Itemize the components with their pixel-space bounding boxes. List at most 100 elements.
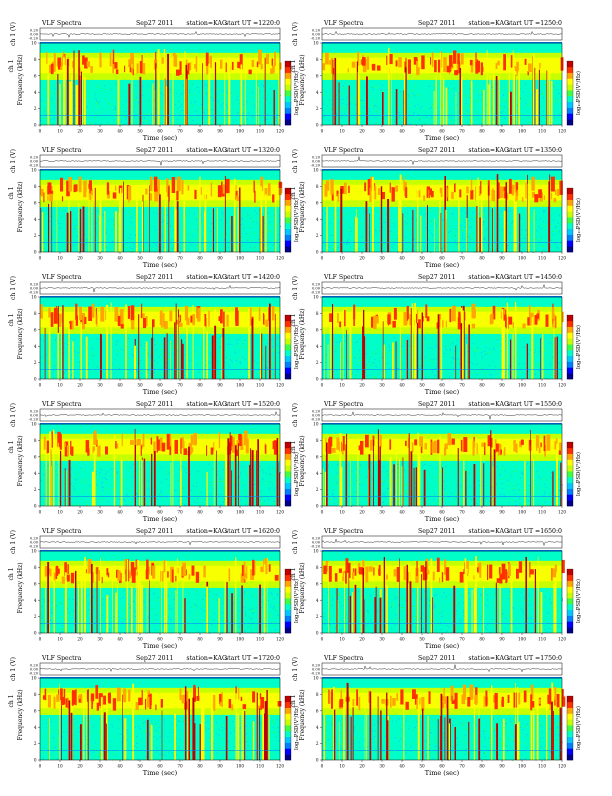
colorbar-segment <box>567 483 573 489</box>
spectrogram-speckle <box>74 339 75 340</box>
spectrogram-speckle <box>241 500 242 501</box>
sferic-streak <box>94 451 96 506</box>
emission-patch <box>497 61 499 65</box>
spectrogram-speckle <box>324 495 325 496</box>
emission-patch <box>326 181 329 191</box>
spectrogram-speckle <box>333 214 334 215</box>
sferic-streak <box>205 185 207 252</box>
emission-patch <box>79 307 82 320</box>
spectrogram-speckle <box>235 365 236 366</box>
spectrogram-speckle <box>483 222 484 223</box>
spectrogram-speckle <box>543 221 544 222</box>
spectrogram-speckle <box>85 479 86 480</box>
spectrogram-speckle <box>67 344 68 345</box>
spectrogram-speckle <box>259 355 260 356</box>
sferic-streak <box>146 342 148 380</box>
x-tick-label: 90 <box>217 383 223 388</box>
x-tick-label: 70 <box>459 256 465 261</box>
spectrogram-speckle <box>478 480 479 481</box>
spectrogram-speckle <box>375 110 376 111</box>
spectrogram-speckle <box>40 364 41 365</box>
y-tick-label: 10 <box>31 41 37 46</box>
spectrogram-speckle <box>504 117 505 118</box>
spectrogram-speckle <box>345 88 346 89</box>
spectrogram-speckle <box>204 107 205 108</box>
spectrogram-speckle <box>222 91 223 92</box>
spectrogram-speckle <box>366 482 367 483</box>
sferic-streak <box>381 186 382 252</box>
spectrogram-speckle <box>210 494 211 495</box>
spectrogram-speckle <box>465 353 466 354</box>
sferic-streak <box>527 344 528 379</box>
sferic-streak <box>250 448 251 506</box>
spectrogram-speckle <box>429 348 430 349</box>
spectrogram-speckle <box>493 348 494 349</box>
spectrogram-speckle <box>446 493 447 494</box>
spectrogram-speckle <box>337 482 338 483</box>
emission-patch <box>353 313 355 327</box>
spectrogram-speckle <box>499 219 500 220</box>
spectrogram-speckle <box>387 488 388 489</box>
spectrogram-speckle <box>276 120 277 121</box>
spectrogram-speckle <box>473 343 474 344</box>
panel-header-start-ut: start UT =1450:0 <box>507 274 562 281</box>
spectrogram-speckle <box>323 110 324 111</box>
spectrogram-speckle <box>96 590 97 591</box>
emission-patch <box>166 178 168 192</box>
spectrogram-speckle <box>267 119 268 120</box>
spectrogram-speckle <box>335 483 336 484</box>
emission-patch <box>461 53 464 64</box>
spectrogram-speckle <box>125 505 126 506</box>
spectrogram-speckle <box>87 502 88 503</box>
spectrogram-speckle <box>45 118 46 119</box>
spectrogram-speckle <box>375 489 376 490</box>
spectrogram-speckle <box>98 216 99 217</box>
spectrogram-speckle <box>157 363 158 364</box>
spectrogram-speckle <box>163 219 164 220</box>
spectrogram-speckle <box>230 359 231 360</box>
sferic-streak <box>159 194 161 252</box>
sferic-streak <box>513 50 514 125</box>
sferic-streak <box>82 72 83 125</box>
spectrogram-speckle <box>267 231 268 232</box>
spectrogram-speckle <box>263 358 264 359</box>
sferic-streak <box>139 456 140 506</box>
spectrogram-speckle <box>161 482 162 483</box>
sferic-streak <box>417 323 418 379</box>
spectrogram-speckle <box>543 111 544 112</box>
spectrogram-speckle <box>110 104 111 105</box>
sferic-streak <box>518 71 520 125</box>
spectrogram-speckle <box>273 358 274 359</box>
colorbar-segment <box>567 229 573 235</box>
sferic-streak <box>416 467 417 506</box>
spectrogram-speckle <box>139 359 140 360</box>
x-tick-label: 40 <box>399 129 405 134</box>
spectrogram-speckle <box>98 102 99 103</box>
spectrogram-speckle <box>383 466 384 467</box>
spectrogram-speckle <box>106 232 107 233</box>
spectrogram-speckle <box>526 504 527 505</box>
y-tick-label: 0 <box>316 504 319 509</box>
spectrogram-speckle <box>362 465 363 466</box>
x-tick-label: 50 <box>137 383 143 388</box>
spectrogram-speckle <box>247 371 248 372</box>
spectrogram-speckle <box>480 91 481 92</box>
spectrogram-speckle <box>159 491 160 492</box>
spectrogram-speckle <box>60 223 61 224</box>
spectrogram-speckle <box>251 103 252 104</box>
spectrogram-speckle <box>450 109 451 110</box>
sferic-streak <box>323 469 324 506</box>
spectrogram-speckle <box>496 376 497 377</box>
sferic-streak <box>69 81 71 125</box>
spectrogram-speckle <box>161 106 162 107</box>
spectrogram-speckle <box>383 91 384 92</box>
spectrogram-speckle <box>439 102 440 103</box>
spectrogram-speckle <box>98 466 99 467</box>
spectrogram-speckle <box>247 376 248 377</box>
emission-patch <box>534 194 538 202</box>
spectrogram-speckle <box>470 237 471 238</box>
spectrogram-speckle <box>202 238 203 239</box>
colorbar-segment <box>567 113 573 119</box>
spectrogram-speckle <box>135 251 136 252</box>
spectrogram-speckle <box>95 352 96 353</box>
